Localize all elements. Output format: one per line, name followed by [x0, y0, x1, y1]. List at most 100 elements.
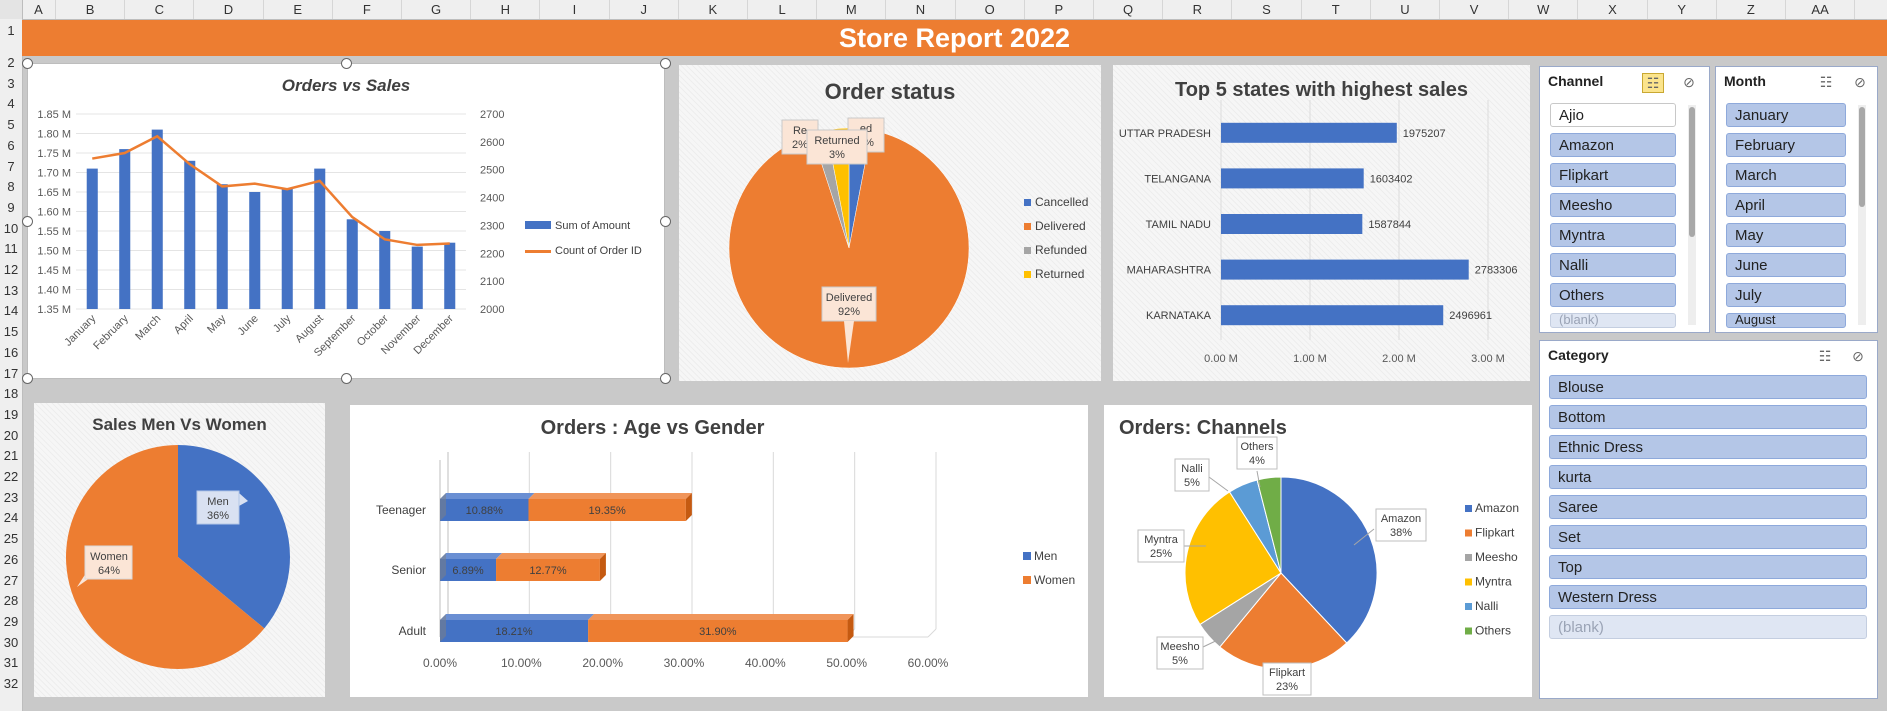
slicer-item[interactable]: February	[1726, 133, 1846, 157]
slicer-item[interactable]: Ethnic Dress	[1549, 435, 1867, 459]
multi-select-icon[interactable]: ☷	[1642, 73, 1664, 93]
column-header[interactable]: T	[1302, 0, 1371, 19]
age-gender-chart[interactable]: Orders : Age vs Gender 0.00% 10.00% 20.00%…	[350, 405, 1088, 697]
slicer-item[interactable]: Amazon	[1550, 133, 1676, 157]
row-header[interactable]: 8	[7, 179, 15, 195]
row-header[interactable]: 2	[7, 55, 15, 70]
slicer-item[interactable]: Western Dress	[1549, 585, 1867, 609]
clear-filter-icon[interactable]: ⊘	[1683, 74, 1695, 90]
row-header[interactable]: 13	[3, 282, 19, 298]
row-header[interactable]: 15	[3, 324, 19, 340]
row-header[interactable]: 6	[7, 137, 15, 153]
column-header[interactable]: E	[264, 0, 333, 19]
column-header[interactable]: I	[540, 0, 610, 19]
column-header[interactable]: G	[402, 0, 472, 19]
row-header[interactable]: 32	[3, 676, 19, 691]
category-slicer[interactable]: Category ☷ ⊘ Blouse Bottom Ethnic Dress …	[1539, 340, 1878, 699]
row-header[interactable]: 10	[3, 220, 19, 236]
column-header[interactable]: Z	[1717, 0, 1786, 19]
row-header[interactable]: 29	[3, 613, 19, 629]
column-header[interactable]: X	[1578, 0, 1648, 19]
column-header[interactable]: F	[333, 0, 402, 19]
slicer-scrollbar[interactable]	[1858, 105, 1866, 325]
row-header[interactable]: 7	[7, 158, 15, 174]
slicer-item[interactable]: Meesho	[1550, 193, 1676, 217]
column-header[interactable]: S	[1232, 0, 1302, 19]
row-header[interactable]: 17	[3, 365, 19, 381]
column-header[interactable]: L	[748, 0, 818, 19]
resize-handle[interactable]	[22, 58, 33, 69]
column-header[interactable]: AA	[1786, 0, 1856, 19]
column-header[interactable]: O	[956, 0, 1025, 19]
slicer-item[interactable]: January	[1726, 103, 1846, 127]
select-all-corner[interactable]	[0, 0, 23, 19]
resize-handle[interactable]	[660, 216, 671, 227]
slicer-item[interactable]: August	[1726, 313, 1846, 328]
column-header[interactable]: B	[56, 0, 126, 19]
row-header[interactable]: 21	[3, 448, 19, 464]
column-header[interactable]: H	[471, 0, 541, 19]
row-header[interactable]: 30	[3, 634, 19, 650]
top-states-chart[interactable]: Top 5 states with highest sales 0.00 M 1.…	[1113, 65, 1530, 381]
column-header[interactable]: Y	[1648, 0, 1717, 19]
slicer-item[interactable]: Nalli	[1550, 253, 1676, 277]
clear-filter-icon[interactable]: ⊘	[1852, 348, 1864, 364]
sales-men-women-chart[interactable]: Sales Men Vs Women Men 36% Women 64%	[34, 403, 325, 697]
slicer-item[interactable]: kurta	[1549, 465, 1867, 489]
row-header[interactable]: 20	[3, 427, 19, 443]
row-header[interactable]: 24	[3, 510, 19, 526]
column-header[interactable]: A	[22, 0, 56, 19]
resize-handle[interactable]	[341, 58, 352, 69]
slicer-scrollbar[interactable]	[1688, 105, 1696, 325]
order-status-chart[interactable]: Order status Re2%ed3%Returned3%Delivered…	[679, 65, 1101, 381]
resize-handle[interactable]	[660, 373, 671, 384]
slicer-item[interactable]: Others	[1550, 283, 1676, 307]
slicer-item[interactable]: May	[1726, 223, 1846, 247]
column-header[interactable]: D	[194, 0, 264, 19]
resize-handle[interactable]	[22, 216, 33, 227]
column-header[interactable]: V	[1440, 0, 1510, 19]
column-header[interactable]: P	[1025, 0, 1094, 19]
row-header[interactable]: 9	[7, 199, 15, 215]
row-header[interactable]: 14	[3, 303, 19, 319]
row-header[interactable]: 18	[3, 386, 19, 402]
row-header[interactable]: 16	[3, 344, 19, 360]
slicer-item[interactable]: June	[1726, 253, 1846, 277]
slicer-item[interactable]: April	[1726, 193, 1846, 217]
multi-select-icon[interactable]: ☷	[1819, 74, 1833, 90]
row-header[interactable]: 5	[7, 117, 15, 133]
row-header[interactable]: 25	[3, 531, 19, 547]
slicer-item[interactable]: March	[1726, 163, 1846, 187]
column-header[interactable]: M	[817, 0, 887, 19]
row-header[interactable]: 26	[3, 551, 19, 567]
multi-select-icon[interactable]: ☷	[1818, 348, 1832, 364]
row-header[interactable]: 3	[7, 75, 15, 91]
row-header[interactable]: 28	[3, 593, 19, 609]
channels-chart[interactable]: Orders: Channels Amazon 38% Flipkart 23% Mee…	[1104, 405, 1532, 697]
column-header[interactable]: Q	[1094, 0, 1164, 19]
row-header[interactable]: 23	[3, 489, 19, 505]
column-header[interactable]: R	[1163, 0, 1233, 19]
slicer-item[interactable]: Set	[1549, 525, 1867, 549]
clear-filter-icon[interactable]: ⊘	[1854, 74, 1866, 90]
column-header[interactable]: W	[1509, 0, 1579, 19]
row-header[interactable]: 19	[3, 406, 19, 422]
slicer-item[interactable]: Myntra	[1550, 223, 1676, 247]
resize-handle[interactable]	[341, 373, 352, 384]
slicer-item[interactable]: (blank)	[1550, 313, 1676, 328]
row-header[interactable]: 11	[4, 241, 18, 257]
row-header[interactable]: 12	[3, 262, 19, 277]
slicer-item[interactable]: Top	[1549, 555, 1867, 579]
column-header[interactable]: K	[679, 0, 748, 19]
slicer-item[interactable]: Flipkart	[1550, 163, 1676, 187]
row-header[interactable]: 22	[3, 469, 19, 484]
slicer-item[interactable]: Ajio	[1550, 103, 1676, 127]
slicer-item[interactable]: July	[1726, 283, 1846, 307]
row-header[interactable]: 31	[3, 655, 19, 671]
row-header[interactable]: 27	[3, 572, 19, 588]
slicer-item[interactable]: (blank)	[1549, 615, 1867, 639]
row-header[interactable]: 1	[7, 23, 15, 38]
resize-handle[interactable]	[22, 373, 33, 384]
row-header[interactable]: 4	[7, 96, 15, 112]
month-slicer[interactable]: Month ☷ ⊘ January February March April M…	[1715, 66, 1878, 333]
